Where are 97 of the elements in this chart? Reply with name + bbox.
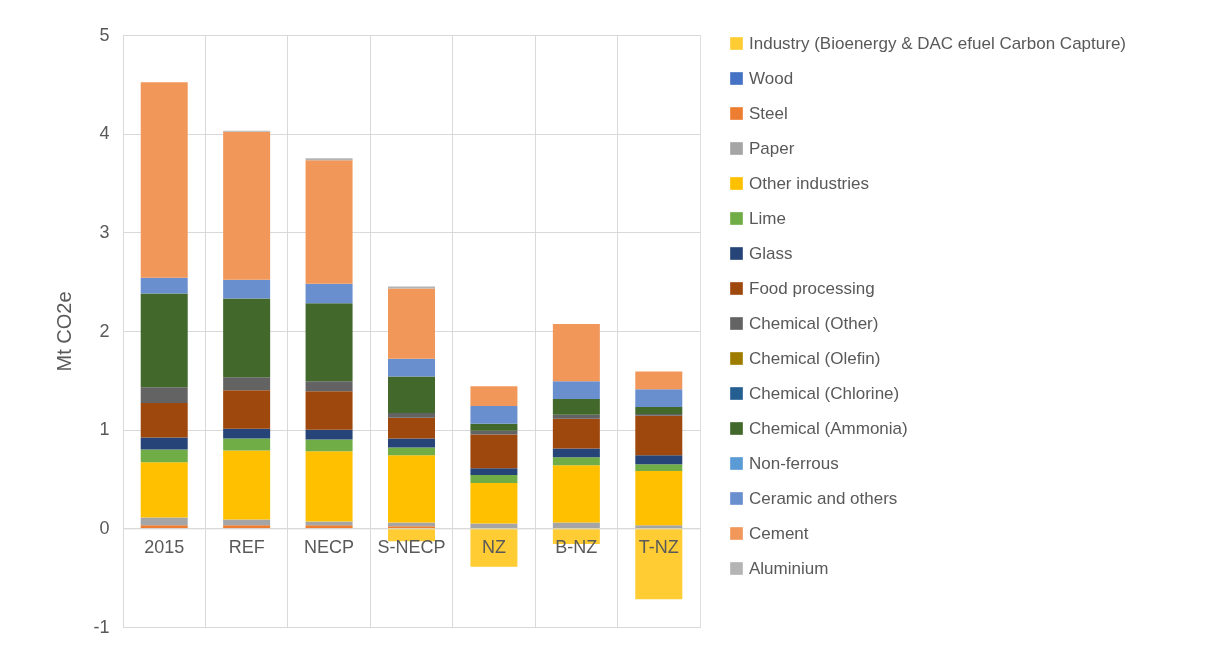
- bar: [140, 449, 188, 463]
- x-tick-label: NECP: [304, 536, 355, 557]
- bar: [552, 448, 600, 458]
- bar: [140, 462, 188, 518]
- bar: [470, 468, 518, 476]
- bar: [140, 277, 188, 294]
- bar: [140, 525, 188, 529]
- bar: [388, 358, 435, 377]
- bar: [552, 399, 600, 415]
- legend-label: Chemical (Ammonia): [749, 418, 908, 438]
- bar: [140, 517, 188, 526]
- bar: [552, 457, 600, 466]
- y-tick-label: 5: [99, 24, 110, 45]
- bar: [635, 528, 683, 600]
- bar: [635, 455, 683, 465]
- bar: [223, 279, 271, 299]
- legend-label: Aluminium: [749, 558, 829, 578]
- bar: [223, 298, 271, 378]
- bar: [388, 417, 435, 439]
- bar: [388, 438, 435, 448]
- bar: [305, 283, 353, 304]
- bar: [470, 528, 518, 567]
- bar: [552, 418, 600, 449]
- bar: [470, 386, 518, 406]
- bar: [552, 465, 600, 523]
- bar: [552, 381, 600, 400]
- x-tick-label: S-NECP: [377, 536, 446, 557]
- bar: [305, 429, 353, 440]
- legend-label: Wood: [749, 68, 794, 88]
- bar: [305, 160, 353, 284]
- y-tick-label: 3: [99, 221, 110, 242]
- legend-label: Steel: [749, 103, 788, 123]
- legend-label: Paper: [749, 138, 795, 158]
- bar: [388, 447, 435, 456]
- y-tick-label: 2: [99, 320, 110, 341]
- y-tick-label: 1: [99, 419, 110, 440]
- x-tick-label: 2015: [144, 536, 185, 557]
- bar: [635, 464, 683, 472]
- legend-label: Glass: [749, 243, 793, 263]
- bar: [305, 391, 353, 430]
- bar: [305, 439, 353, 452]
- bar: [223, 525, 271, 529]
- bar: [552, 414, 600, 419]
- bar: [223, 519, 271, 526]
- bar: [470, 434, 518, 469]
- bar: [470, 405, 518, 424]
- bar: [388, 455, 435, 523]
- bar: [305, 381, 353, 392]
- legend-label: Chemical (Olefin): [749, 348, 881, 368]
- legend-label: Ceramic and others: [749, 488, 898, 508]
- legend-label: Non-ferrous: [749, 453, 839, 473]
- bar: [552, 324, 600, 382]
- bar: [223, 131, 271, 280]
- bar: [635, 389, 683, 407]
- y-tick-label: 0: [99, 517, 110, 538]
- bar: [635, 371, 683, 390]
- y-axis-title: Mt CO2e: [53, 291, 76, 372]
- bar: [140, 293, 188, 388]
- bar: [635, 415, 683, 456]
- bar: [223, 450, 271, 520]
- bar: [140, 82, 188, 278]
- legend-label: Lime: [749, 208, 786, 228]
- y-tick-label: 4: [99, 123, 110, 144]
- bar: [470, 430, 518, 435]
- legend-label: Chemical (Other): [749, 313, 879, 333]
- y-tick-label: -1: [93, 616, 110, 637]
- bar: [388, 288, 435, 359]
- bar: [140, 437, 188, 450]
- bar: [305, 525, 353, 529]
- bar: [140, 403, 188, 438]
- bar: [388, 412, 435, 418]
- bar: [635, 471, 683, 526]
- bar: [223, 428, 271, 439]
- bar: [305, 451, 353, 522]
- bar: [305, 303, 353, 382]
- bar: [635, 406, 683, 414]
- bar: [305, 521, 353, 526]
- bar: [470, 523, 518, 529]
- legend-label: Cement: [749, 523, 809, 543]
- bar: [635, 525, 683, 529]
- bar: [388, 376, 435, 413]
- legend-label: Industry (Bioenergy & DAC efuel Carbon Capture): [749, 33, 1127, 53]
- x-tick-label: REF: [228, 536, 265, 557]
- bar: [552, 522, 600, 529]
- bar: [470, 423, 518, 431]
- bar: [470, 475, 518, 483]
- legend-label: Food processing: [749, 278, 875, 298]
- legend-label: Chemical (Chlorine): [749, 383, 900, 403]
- bar: [223, 377, 271, 391]
- bar: [223, 438, 271, 451]
- legend-label: Other industries: [749, 173, 869, 193]
- x-tick-label: T-NZ: [638, 536, 679, 557]
- bar: [223, 390, 271, 429]
- bar: [470, 482, 518, 524]
- x-tick-label: NZ: [481, 536, 506, 557]
- bar: [388, 522, 435, 527]
- bar: [140, 387, 188, 404]
